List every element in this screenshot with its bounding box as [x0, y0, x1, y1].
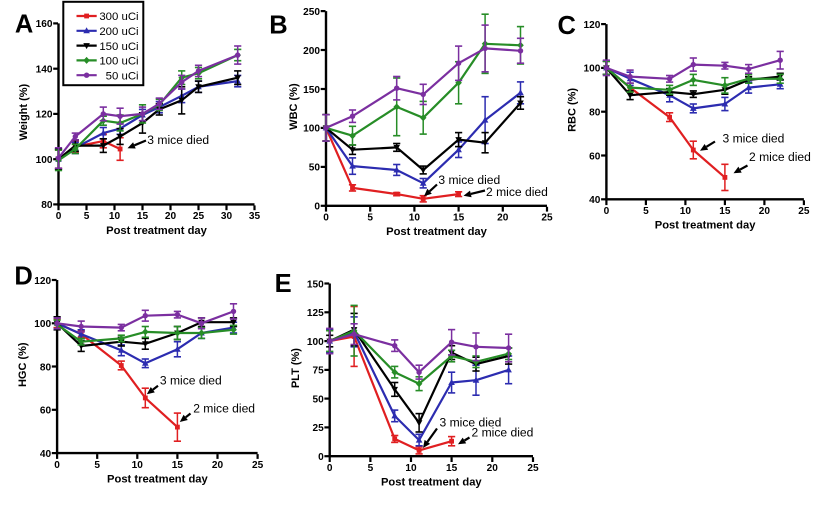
svg-text:100: 100: [307, 337, 324, 348]
svg-text:25: 25: [798, 206, 810, 217]
svg-text:E: E: [275, 270, 292, 298]
svg-text:250: 250: [303, 7, 320, 18]
svg-text:WBC (%): WBC (%): [288, 83, 300, 130]
svg-text:2 mice died: 2 mice died: [749, 150, 811, 164]
svg-text:200 uCi: 200 uCi: [99, 26, 138, 38]
svg-text:RBC (%): RBC (%): [567, 88, 579, 132]
svg-text:15: 15: [172, 460, 184, 471]
svg-text:60: 60: [589, 151, 601, 162]
svg-text:3 mice died: 3 mice died: [160, 373, 222, 387]
svg-text:C: C: [558, 12, 576, 40]
svg-text:100 uCi: 100 uCi: [99, 56, 138, 68]
svg-text:100: 100: [36, 155, 53, 166]
svg-text:10: 10: [109, 211, 121, 222]
svg-text:20: 20: [165, 211, 177, 222]
svg-text:120: 120: [34, 276, 51, 287]
svg-text:15: 15: [453, 213, 465, 224]
svg-text:0: 0: [56, 211, 62, 222]
svg-text:15: 15: [446, 463, 458, 474]
svg-text:HGC (%): HGC (%): [17, 342, 29, 387]
svg-text:25: 25: [252, 460, 264, 471]
svg-text:5: 5: [367, 213, 373, 224]
svg-text:150 uCi: 150 uCi: [99, 41, 138, 53]
svg-text:D: D: [14, 263, 32, 291]
svg-text:3 mice died: 3 mice died: [440, 415, 502, 429]
svg-text:10: 10: [132, 460, 144, 471]
svg-text:100: 100: [303, 124, 320, 135]
svg-text:40: 40: [589, 195, 601, 206]
svg-text:15: 15: [719, 206, 731, 217]
svg-text:PLT (%): PLT (%): [290, 348, 302, 388]
svg-text:5: 5: [84, 211, 90, 222]
svg-text:40: 40: [40, 449, 52, 460]
svg-text:25: 25: [193, 211, 205, 222]
svg-text:10: 10: [405, 463, 417, 474]
svg-text:300 uCi: 300 uCi: [99, 11, 138, 23]
svg-text:25: 25: [527, 463, 539, 474]
svg-text:35: 35: [249, 211, 261, 222]
svg-text:80: 80: [41, 200, 53, 211]
svg-text:100: 100: [584, 64, 601, 75]
svg-text:140: 140: [36, 65, 53, 76]
svg-text:B: B: [269, 12, 287, 40]
svg-text:100: 100: [34, 319, 51, 330]
svg-text:0: 0: [54, 460, 60, 471]
svg-text:2 mice died: 2 mice died: [193, 401, 255, 415]
svg-text:200: 200: [303, 46, 320, 57]
svg-text:2 mice died: 2 mice died: [472, 426, 534, 440]
svg-text:50 uCi: 50 uCi: [106, 70, 139, 82]
svg-text:120: 120: [36, 110, 53, 121]
svg-text:5: 5: [368, 463, 374, 474]
svg-text:50: 50: [312, 394, 324, 405]
svg-text:125: 125: [307, 308, 324, 319]
svg-text:150: 150: [303, 85, 320, 96]
svg-text:75: 75: [312, 366, 324, 377]
svg-text:Post treatment day: Post treatment day: [106, 225, 207, 237]
svg-text:Post treatment day: Post treatment day: [107, 474, 208, 486]
svg-text:5: 5: [643, 206, 649, 217]
svg-text:30: 30: [221, 211, 233, 222]
svg-text:3 mice died: 3 mice died: [723, 132, 785, 146]
svg-text:Post treatment day: Post treatment day: [386, 226, 487, 238]
svg-text:0: 0: [323, 213, 329, 224]
svg-text:20: 20: [497, 213, 509, 224]
svg-text:25: 25: [541, 213, 553, 224]
svg-text:5: 5: [94, 460, 100, 471]
svg-text:Weight (%): Weight (%): [18, 83, 30, 140]
svg-text:Post treatment day: Post treatment day: [655, 220, 756, 232]
svg-text:3 mice died: 3 mice died: [147, 133, 209, 147]
svg-text:0: 0: [318, 452, 324, 463]
svg-text:3 mice died: 3 mice died: [438, 173, 500, 187]
svg-text:60: 60: [40, 406, 52, 417]
svg-text:80: 80: [589, 108, 601, 119]
svg-text:20: 20: [212, 460, 224, 471]
svg-text:A: A: [15, 11, 33, 39]
svg-text:20: 20: [759, 206, 771, 217]
svg-text:2 mice died: 2 mice died: [486, 185, 548, 199]
svg-text:25: 25: [312, 423, 324, 434]
svg-text:Post treatment day: Post treatment day: [381, 477, 482, 489]
svg-text:0: 0: [327, 463, 333, 474]
svg-text:120: 120: [584, 20, 601, 31]
svg-text:10: 10: [680, 206, 692, 217]
svg-text:0: 0: [604, 206, 610, 217]
svg-text:160: 160: [36, 19, 53, 30]
svg-text:150: 150: [307, 279, 324, 290]
svg-text:50: 50: [309, 163, 321, 174]
svg-text:20: 20: [487, 463, 499, 474]
svg-text:0: 0: [314, 202, 320, 213]
svg-text:10: 10: [409, 213, 421, 224]
svg-text:80: 80: [40, 362, 52, 373]
svg-text:15: 15: [137, 211, 149, 222]
